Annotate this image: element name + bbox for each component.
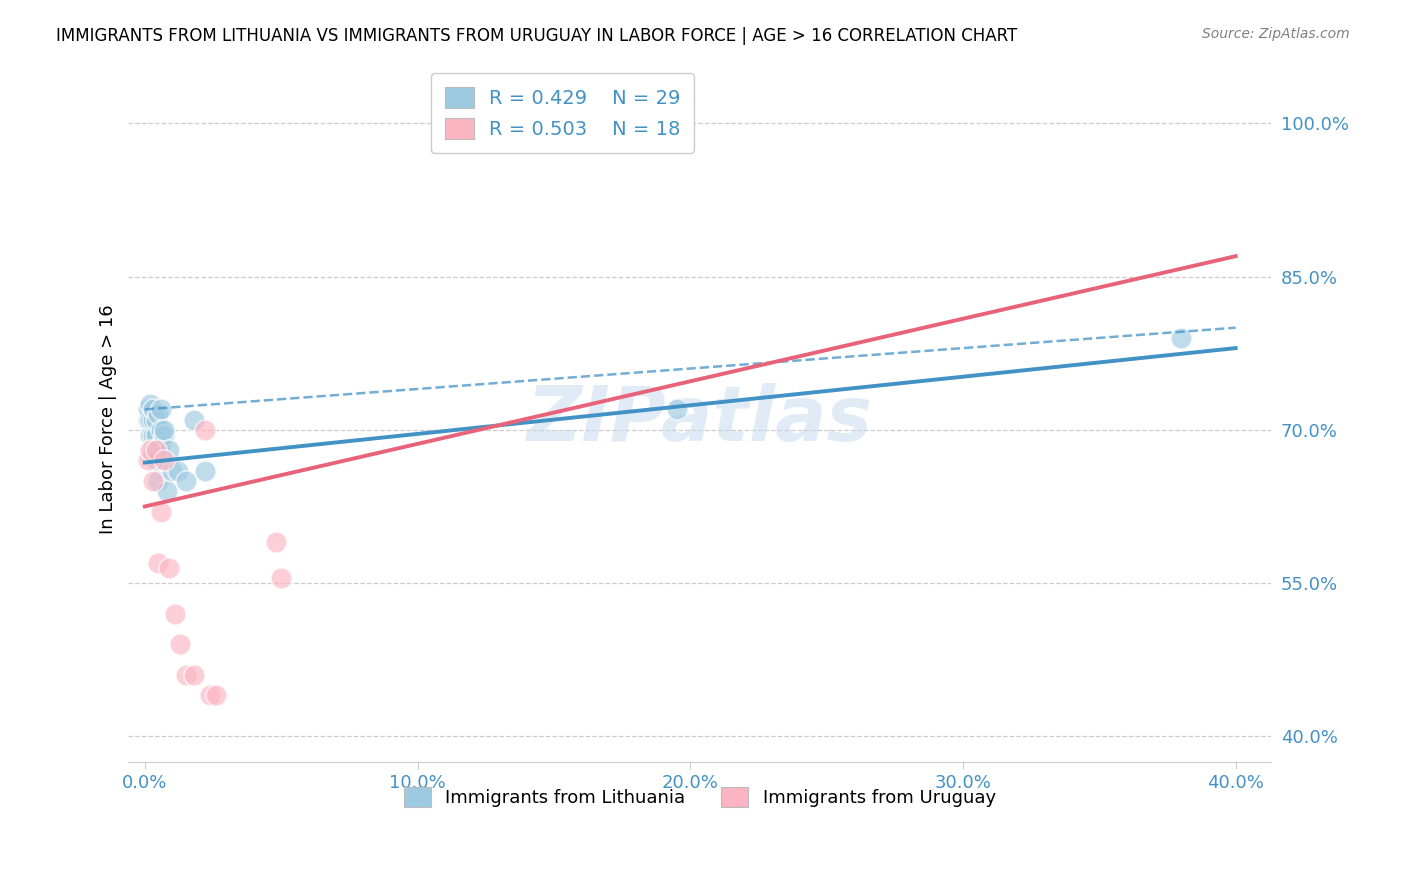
Point bbox=[169, 637, 191, 651]
Point bbox=[174, 474, 197, 488]
Point bbox=[157, 443, 180, 458]
Point bbox=[174, 668, 197, 682]
Point bbox=[150, 438, 173, 452]
Point bbox=[200, 689, 222, 703]
Point bbox=[156, 484, 179, 499]
Point bbox=[1170, 331, 1192, 345]
Point bbox=[160, 464, 183, 478]
Point bbox=[148, 556, 170, 570]
Point bbox=[136, 402, 159, 417]
Point bbox=[150, 402, 173, 417]
Point bbox=[150, 423, 173, 437]
Point bbox=[139, 443, 162, 458]
Point bbox=[183, 668, 205, 682]
Text: Source: ZipAtlas.com: Source: ZipAtlas.com bbox=[1202, 27, 1350, 41]
Point bbox=[142, 412, 165, 426]
Point bbox=[163, 607, 186, 621]
Point bbox=[665, 402, 688, 417]
Point bbox=[150, 504, 173, 518]
Point bbox=[136, 412, 159, 426]
Point bbox=[270, 571, 292, 585]
Point bbox=[148, 408, 170, 422]
Point bbox=[204, 689, 226, 703]
Point bbox=[139, 397, 162, 411]
Text: IMMIGRANTS FROM LITHUANIA VS IMMIGRANTS FROM URUGUAY IN LABOR FORCE | AGE > 16 C: IMMIGRANTS FROM LITHUANIA VS IMMIGRANTS … bbox=[56, 27, 1018, 45]
Point bbox=[145, 412, 167, 426]
Y-axis label: In Labor Force | Age > 16: In Labor Force | Age > 16 bbox=[100, 305, 117, 534]
Point bbox=[145, 453, 167, 467]
Point bbox=[153, 423, 176, 437]
Point bbox=[665, 116, 688, 130]
Point bbox=[183, 412, 205, 426]
Point bbox=[145, 428, 167, 442]
Point bbox=[194, 423, 217, 437]
Point bbox=[145, 443, 167, 458]
Point bbox=[139, 428, 162, 442]
Text: ZIPatlas: ZIPatlas bbox=[527, 383, 873, 457]
Point bbox=[139, 412, 162, 426]
Point bbox=[142, 402, 165, 417]
Point bbox=[142, 428, 165, 442]
Point bbox=[148, 443, 170, 458]
Point bbox=[153, 453, 176, 467]
Point bbox=[157, 560, 180, 574]
Point bbox=[148, 474, 170, 488]
Point bbox=[142, 443, 165, 458]
Legend: Immigrants from Lithuania, Immigrants from Uruguay: Immigrants from Lithuania, Immigrants fr… bbox=[396, 780, 1004, 814]
Point bbox=[194, 464, 217, 478]
Point bbox=[142, 474, 165, 488]
Point bbox=[153, 428, 176, 442]
Point bbox=[264, 535, 287, 549]
Point bbox=[166, 464, 188, 478]
Point bbox=[136, 453, 159, 467]
